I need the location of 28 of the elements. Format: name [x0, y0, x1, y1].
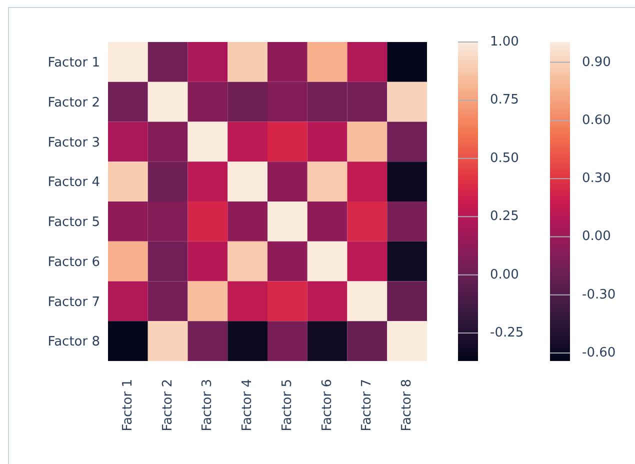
- color-bar-label: 0.25: [490, 209, 519, 224]
- y-tick-label: Factor 1: [48, 56, 100, 71]
- text: 0.60: [582, 112, 611, 128]
- x-tick-label: Factor 1: [120, 379, 136, 432]
- color-bar-label: 0.00: [490, 267, 519, 282]
- x-tick-label: Factor 8: [400, 379, 415, 432]
- text: -0.30: [582, 287, 616, 302]
- color-bar-label: -0.25: [490, 326, 524, 341]
- y-tick-label: Factor 4: [48, 175, 100, 190]
- x-tick-label: Factor 2: [160, 379, 176, 432]
- x-tick-label: Factor 6: [320, 379, 335, 432]
- text: 0.00: [582, 229, 611, 244]
- text: 0.30: [582, 171, 611, 186]
- y-tick-label: Factor 2: [48, 95, 100, 110]
- color-bar-label: 0.75: [490, 92, 519, 108]
- y-tick-label: Factor 7: [48, 294, 100, 310]
- color-bar-label: 0.50: [490, 150, 519, 166]
- y-tick-label: Factor 6: [48, 254, 100, 270]
- y-tick-label: Factor 5: [48, 215, 100, 230]
- color-bar-label: 1.00: [490, 34, 519, 50]
- x-tick-label: Factor 3: [200, 379, 216, 432]
- text: -0.60: [582, 346, 616, 360]
- x-tick-label: Factor 4: [240, 379, 256, 432]
- y-tick-label: Factor 3: [48, 135, 100, 150]
- y-tick-label: Factor 8: [48, 334, 100, 350]
- x-tick-label: Factor 7: [360, 379, 375, 432]
- text: 0.90: [582, 54, 611, 70]
- x-tick-label: Factor 5: [280, 379, 295, 432]
